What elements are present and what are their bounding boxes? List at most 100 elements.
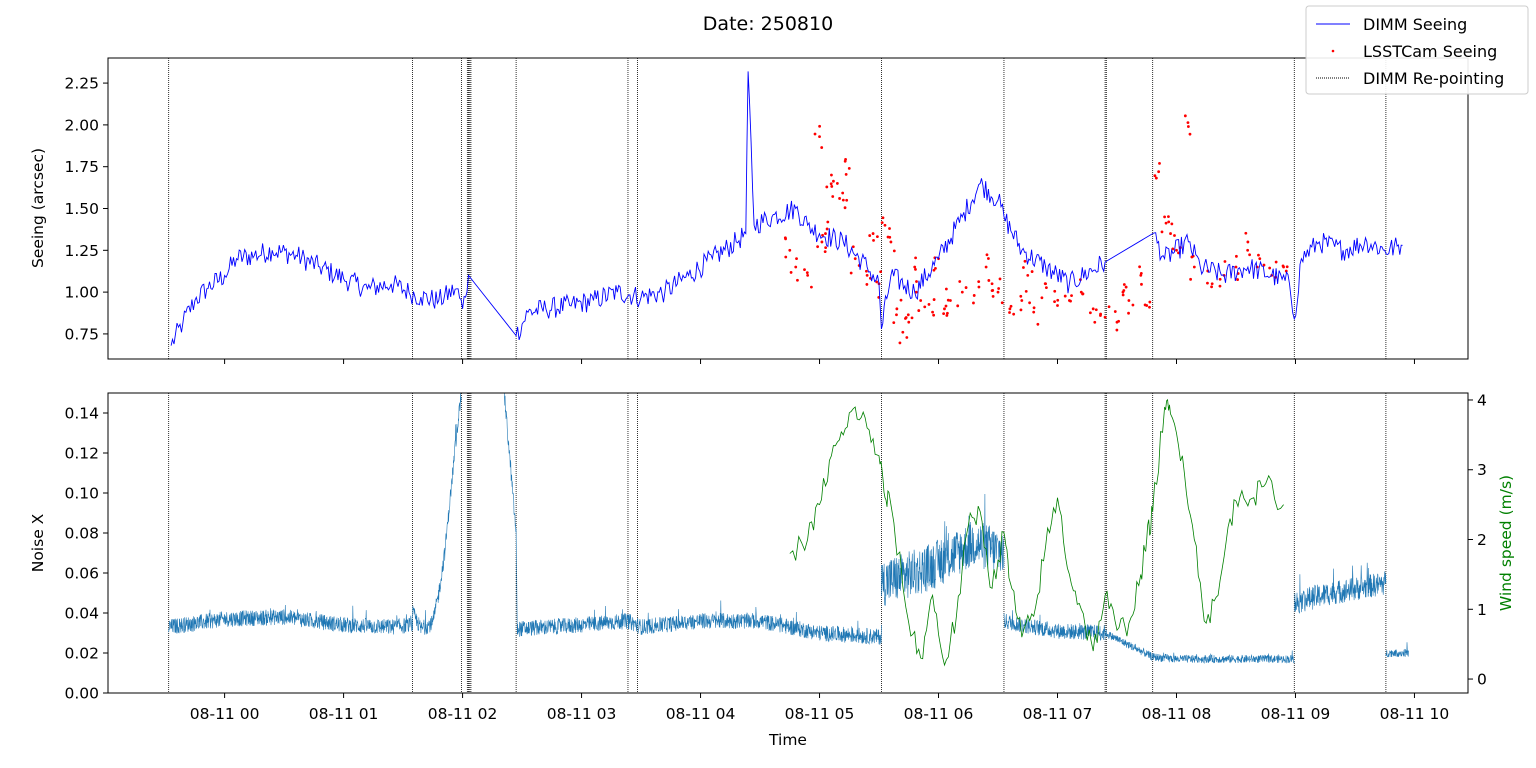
lsstcam-point-14-2 — [880, 221, 884, 224]
top-y-tick-label-6: 2.25 — [64, 75, 99, 93]
lsstcam-point-10 — [853, 257, 857, 261]
lsstcam-point-33-0 — [1028, 301, 1031, 305]
lsstcam-seeing-points — [783, 114, 1289, 345]
lsstcam-point-7-0 — [838, 197, 841, 200]
top-y-tick-label-1: 1.00 — [64, 284, 99, 302]
lsstcam-point-32 — [1026, 273, 1030, 277]
noise-x-segment-5 — [1104, 629, 1295, 664]
lsstcam-point-6-0 — [830, 185, 834, 188]
lsstcam-point-49 — [1186, 125, 1190, 128]
bottom-axes: 0.00 0.02 0.04 0.06 0.08 0.10 0.12 0.14 0 1 2 3 4 0… — [29, 391, 1515, 749]
lsstcam-point-7 — [835, 182, 839, 185]
x-tick-label-5: 08-11 05 — [785, 705, 855, 723]
lsstcam-point-46-2 — [1167, 220, 1171, 224]
bottom-y-tick-label-2: 0.04 — [64, 605, 99, 623]
wind-speed-line — [789, 398, 1284, 667]
lsstcam-point-11 — [865, 273, 869, 277]
lsstcam-point-10-2 — [851, 245, 855, 249]
lsstcam-point-11-0 — [865, 283, 869, 286]
top-y-ticks: 0.75 1.00 1.25 1.50 1.75 2.00 2.25 — [64, 75, 108, 343]
wind-y-ticks: 0 1 2 3 4 — [1468, 391, 1487, 689]
top-y-tick-label-0: 0.75 — [64, 325, 99, 343]
lsstcam-point-23-0 — [942, 312, 946, 316]
lsstcam-point-2-2 — [805, 271, 809, 275]
legend-box — [1305, 5, 1529, 95]
legend-label-dimm-repointing: DIMM Re-pointing — [1363, 69, 1504, 88]
lsstcam-point-4-2 — [821, 233, 824, 237]
lsstcam-point-21-2 — [932, 313, 936, 317]
lsstcam-point-31 — [1020, 299, 1024, 302]
lsstcam-point-56-0 — [1274, 260, 1278, 264]
lsstcam-point-18-0 — [910, 316, 914, 320]
lsstcam-point-3-2 — [820, 146, 824, 149]
lsstcam-point-43-2 — [1139, 271, 1143, 275]
lsstcam-point-35 — [1056, 304, 1059, 307]
lsstcam-point-51-1 — [1210, 285, 1213, 289]
lsstcam-point-31-2 — [1019, 294, 1023, 298]
noise-x-segment-0 — [168, 604, 413, 635]
lsstcam-point-3 — [818, 135, 821, 138]
lsstcam-point-5-2 — [824, 246, 828, 250]
lsstcam-point-0 — [788, 248, 792, 252]
lsstcam-point-38-0 — [1093, 320, 1097, 324]
lsstcam-point-21-1 — [932, 298, 936, 301]
lsstcam-point-41-2 — [1122, 289, 1126, 292]
x-tick-label-6: 08-11 06 — [904, 705, 974, 723]
bottom-y-tick-label-6: 0.12 — [64, 445, 99, 463]
lsstcam-point-49-1 — [1186, 121, 1190, 125]
lsstcam-point-19 — [913, 265, 917, 269]
lsstcam-point-30 — [1008, 307, 1012, 311]
lsstcam-point-12-2 — [868, 234, 872, 237]
x-tick-label-8: 08-11 08 — [1142, 705, 1212, 723]
lsstcam-point-26-0 — [972, 301, 975, 305]
lsstcam-point-35-2 — [1056, 298, 1060, 302]
lsstcam-point-21-0 — [927, 303, 931, 306]
lsstcam-point-50-0 — [1189, 277, 1193, 281]
wind-y-tick-label-3: 3 — [1477, 461, 1487, 479]
wind-y-tick-label-1: 1 — [1477, 601, 1487, 619]
lsstcam-point-18-1 — [904, 316, 908, 319]
lsstcam-point-8 — [841, 198, 845, 202]
lsstcam-point-8-1 — [845, 198, 849, 202]
lsstcam-point-22-1 — [934, 266, 937, 270]
lsstcam-point-12 — [871, 232, 875, 235]
lsstcam-point-43-0 — [1140, 282, 1143, 286]
lsstcam-point-0-1 — [784, 255, 788, 259]
wind-y-tick-label-4: 4 — [1477, 391, 1487, 409]
x-axis-label: Time — [768, 731, 807, 749]
lsstcam-point-44-2 — [1148, 305, 1151, 309]
lsstcam-point-42-2 — [1124, 285, 1128, 289]
lsstcam-point-27-2 — [987, 279, 991, 282]
lsstcam-point-4-0 — [816, 245, 820, 249]
lsstcam-point-28-1 — [991, 294, 995, 298]
lsstcam-point-0-2 — [784, 237, 787, 241]
lsstcam-point-24 — [949, 299, 952, 302]
lsstcam-point-1-2 — [795, 257, 798, 261]
lsstcam-point-27-1 — [987, 257, 990, 260]
lsstcam-point-28-2 — [991, 288, 995, 292]
bottom-y-tick-label-1: 0.02 — [64, 645, 99, 663]
lsstcam-point-47-1 — [1170, 222, 1174, 226]
lsstcam-point-57-0 — [1281, 264, 1285, 268]
lsstcam-point-14-0 — [888, 227, 891, 230]
lsstcam-point-53-2 — [1234, 254, 1238, 258]
x-tick-label-10: 08-11 10 — [1380, 705, 1450, 723]
noise-x-series — [168, 393, 1409, 664]
lsstcam-point-4 — [820, 240, 824, 244]
top-repointing-lines — [168, 58, 1387, 359]
noise-x-segment-3 — [881, 493, 1005, 606]
dimm-seeing-series — [170, 71, 1403, 346]
lsstcam-point-9 — [847, 166, 851, 170]
bottom-y-tick-label-7: 0.14 — [64, 405, 99, 423]
lsstcam-point-41-0 — [1121, 293, 1125, 297]
lsstcam-point-20-1 — [917, 309, 921, 312]
lsstcam-point-9-1 — [844, 172, 848, 176]
lsstcam-point-17 — [901, 330, 905, 334]
lsstcam-point-40-2 — [1117, 319, 1121, 323]
lsstcam-point-18-2 — [906, 313, 910, 317]
lsstcam-point-21 — [931, 310, 934, 314]
lsstcam-point-44-1 — [1148, 300, 1152, 304]
lsstcam-point-54-2 — [1246, 248, 1250, 252]
lsstcam-point-41-1 — [1122, 283, 1126, 286]
